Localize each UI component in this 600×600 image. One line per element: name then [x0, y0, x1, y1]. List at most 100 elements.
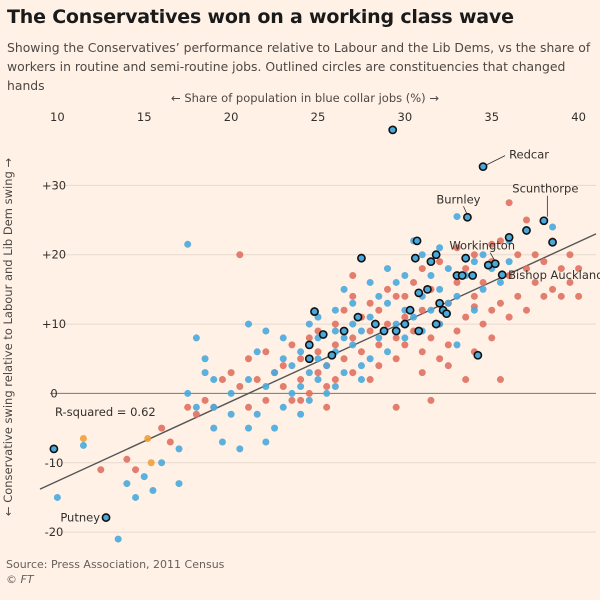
data-point-conservative-hold	[427, 334, 435, 342]
data-point-labour-seat	[201, 355, 209, 363]
data-point-conservative-hold	[496, 376, 504, 384]
data-point-conservative-hold	[375, 306, 383, 314]
data-point-labour-seat	[79, 441, 87, 449]
data-point-labour-seat	[227, 389, 235, 397]
data-point-conservative-hold	[401, 313, 409, 321]
data-point-labour-seat	[192, 403, 200, 411]
data-point-conservative-hold	[331, 376, 339, 384]
data-point-changed-hands	[357, 253, 366, 263]
data-point-labour-seat	[279, 355, 287, 363]
data-point-labour-seat	[227, 410, 235, 418]
data-point-changed-hands	[370, 319, 380, 329]
data-point-labour-seat	[436, 244, 444, 252]
y-tick-label: 0	[50, 386, 57, 400]
data-point-conservative-hold	[314, 369, 322, 377]
data-point-changed-hands	[539, 216, 549, 226]
chart-subtitle: Showing the Conservatives’ performance r…	[7, 40, 591, 93]
data-point-changed-hands	[490, 259, 500, 269]
data-point-conservative-hold	[488, 306, 496, 314]
data-point-labour-seat	[331, 382, 339, 390]
data-point-conservative-hold	[349, 272, 357, 280]
data-point-changed-hands	[548, 237, 557, 247]
data-point-labour-seat	[479, 285, 487, 293]
data-point-changed-hands	[483, 260, 493, 270]
annotation-label: Workington	[449, 239, 515, 253]
data-point-labour-seat	[210, 424, 218, 432]
data-point-labour-seat	[132, 493, 140, 501]
data-point-changed-hands	[461, 253, 471, 263]
data-point-labour-seat	[297, 410, 305, 418]
data-point-changed-hands	[388, 125, 398, 135]
data-point-changed-hands	[431, 319, 441, 329]
tick-labels: +30 +20 +10 0 -10 -20 10 15 20 25 30 35 40	[42, 110, 586, 539]
data-point-conservative-hold	[123, 455, 131, 463]
data-point-conservative-hold	[366, 376, 374, 384]
data-point-labour-seat	[436, 285, 444, 293]
data-point-conservative-hold	[401, 292, 409, 300]
data-point-conservative-hold	[462, 313, 470, 321]
data-point-labour-seat	[192, 334, 200, 342]
data-point-labour-seat	[453, 341, 461, 349]
data-point-changed-hands	[463, 212, 472, 222]
data-point-conservative-hold	[331, 320, 339, 328]
data-point-labour-seat	[288, 389, 296, 397]
data-point-labour-seat	[314, 376, 322, 384]
data-point-labour-seat	[427, 306, 435, 314]
data-point-labour-seat	[392, 278, 400, 286]
data-point-changed-hands	[414, 326, 424, 336]
data-point-changed-hands	[101, 513, 111, 522]
data-point-changed-hands	[473, 350, 483, 360]
data-point-changed-hands	[412, 236, 422, 246]
data-point-changed-hands	[405, 305, 415, 315]
data-point-conservative-hold	[357, 348, 365, 356]
data-point-changed-hands	[410, 253, 420, 263]
annotations: Redcar Scunthorpe Burnley Workington Bishop …	[60, 148, 600, 525]
data-points	[49, 125, 583, 543]
series-labour-seat	[53, 213, 557, 543]
x-tick-label: 15	[137, 110, 152, 124]
data-point-conservative-hold	[331, 341, 339, 349]
data-point-conservative-hold	[462, 265, 470, 273]
data-point-labour-seat	[158, 459, 166, 467]
data-point-labour-seat	[262, 438, 270, 446]
data-point-labour-seat	[340, 334, 348, 342]
data-point-labour-seat	[470, 306, 478, 314]
data-point-conservative-hold	[470, 251, 478, 259]
chart-title: The Conservatives won on a working class…	[7, 6, 514, 28]
data-point-conservative-hold	[236, 251, 244, 259]
data-point-labour-seat	[305, 320, 313, 328]
data-point-labour-seat	[210, 376, 218, 384]
data-point-conservative-hold	[236, 382, 244, 390]
data-point-labour-seat	[366, 278, 374, 286]
data-point-changed-hands	[339, 326, 349, 336]
data-point-labour-seat	[453, 292, 461, 300]
y-tick-label: +10	[42, 317, 66, 331]
data-point-conservative-hold	[453, 244, 461, 252]
data-point-labour-seat	[262, 382, 270, 390]
data-point-conservative-hold	[297, 355, 305, 363]
data-point-labour-seat	[340, 369, 348, 377]
data-point-conservative-hold	[505, 313, 513, 321]
data-point-labour-seat	[418, 251, 426, 259]
data-point-labour-seat	[444, 299, 452, 307]
data-point-conservative-hold	[531, 278, 539, 286]
data-point-conservative-hold	[557, 292, 565, 300]
data-point-conservative-hold	[366, 299, 374, 307]
x-tick-label: 40	[571, 110, 586, 124]
data-point-labour-seat	[331, 327, 339, 335]
data-point-conservative-hold	[566, 278, 574, 286]
data-point-conservative-hold	[523, 265, 530, 273]
annotation-leader	[463, 206, 467, 214]
data-point-labour-seat	[470, 258, 478, 266]
data-point-conservative-hold	[262, 348, 270, 356]
data-point-labour-seat	[279, 403, 287, 411]
data-point-labour-seat	[245, 320, 252, 328]
data-point-conservative-hold	[349, 334, 357, 342]
data-point-changed-hands	[426, 257, 436, 267]
annotation-label: Redcar	[509, 148, 549, 162]
data-point-conservative-hold	[436, 258, 444, 266]
y-tick-label: -20	[45, 525, 64, 539]
data-point-conservative-hold	[531, 251, 539, 259]
data-point-labour-seat	[288, 362, 296, 370]
data-point-lib-dem-seat	[144, 435, 152, 442]
